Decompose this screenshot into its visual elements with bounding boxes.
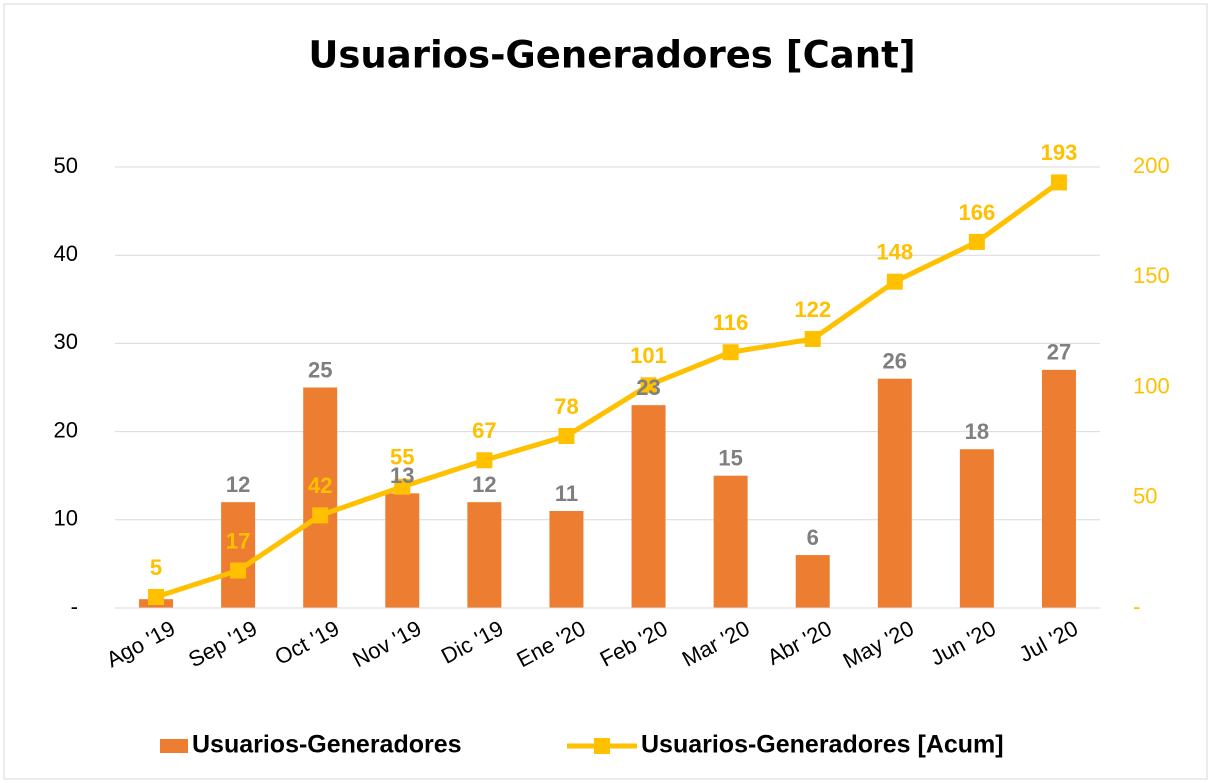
y-tick-label: 20 bbox=[54, 417, 78, 442]
bar-value-label: 26 bbox=[883, 348, 907, 373]
y-tick-label: 10 bbox=[54, 506, 78, 531]
bar bbox=[221, 502, 256, 608]
line-marker bbox=[476, 452, 493, 469]
bar-value-label: 12 bbox=[472, 472, 496, 497]
line-value-label: 67 bbox=[472, 418, 496, 443]
bar-value-label: 23 bbox=[636, 375, 660, 400]
bar bbox=[959, 449, 994, 608]
line-value-label: 122 bbox=[794, 297, 831, 322]
y-tick-label: 50 bbox=[54, 153, 78, 178]
line-value-label: 17 bbox=[226, 528, 250, 553]
line-value-label: 193 bbox=[1041, 140, 1078, 165]
chart-title: Usuarios-Generadores [Cant] bbox=[308, 34, 915, 77]
bar-value-label: 13 bbox=[390, 463, 414, 488]
bar bbox=[467, 502, 502, 608]
legend-label: Usuarios-Generadores [Acum] bbox=[641, 731, 1004, 759]
y2-tick-label: - bbox=[1133, 594, 1140, 619]
y-tick-label: 40 bbox=[54, 241, 78, 266]
line-value-label: 5 bbox=[150, 555, 162, 580]
bar bbox=[795, 555, 830, 608]
y2-tick-label: 150 bbox=[1133, 263, 1170, 288]
line-value-label: 78 bbox=[554, 394, 578, 419]
legend-label: Usuarios-Generadores bbox=[192, 731, 462, 759]
line-marker bbox=[394, 478, 411, 495]
bar bbox=[385, 493, 420, 608]
bar bbox=[303, 387, 338, 608]
line-marker bbox=[230, 562, 247, 579]
line-value-label: 166 bbox=[959, 200, 996, 225]
line-marker bbox=[804, 330, 821, 347]
bar-value-label: 15 bbox=[718, 446, 742, 471]
line-marker bbox=[640, 377, 657, 394]
bar bbox=[877, 378, 912, 608]
line-value-label: 42 bbox=[308, 473, 332, 498]
legend-swatch bbox=[160, 739, 188, 753]
chart-border bbox=[3, 3, 1208, 780]
y2-tick-label: 200 bbox=[1133, 153, 1170, 178]
line-marker bbox=[558, 428, 575, 445]
legend-swatch-marker bbox=[594, 738, 610, 754]
line-marker bbox=[968, 233, 985, 250]
y2-tick-label: 50 bbox=[1133, 484, 1157, 509]
bar-value-label: 25 bbox=[308, 357, 332, 382]
line-marker bbox=[1050, 174, 1067, 191]
line-marker bbox=[886, 273, 903, 290]
y2-tick-label: 100 bbox=[1133, 373, 1170, 398]
bar-value-label: 27 bbox=[1047, 340, 1071, 365]
y-tick-label: - bbox=[71, 594, 78, 619]
bar-value-label: 12 bbox=[226, 472, 250, 497]
line-marker bbox=[148, 588, 165, 605]
line-marker bbox=[722, 344, 739, 361]
bar bbox=[631, 405, 666, 608]
line-value-label: 101 bbox=[630, 343, 667, 368]
bar bbox=[713, 475, 748, 608]
bar-value-label: 18 bbox=[965, 419, 989, 444]
line-value-label: 148 bbox=[876, 239, 913, 264]
line-value-label: 116 bbox=[713, 310, 749, 335]
line-marker bbox=[312, 507, 329, 524]
bar bbox=[549, 510, 584, 608]
y-tick-label: 30 bbox=[54, 329, 78, 354]
bar-value-label: 11 bbox=[555, 481, 578, 506]
line bbox=[155, 180, 1061, 600]
bar bbox=[1041, 369, 1076, 608]
line-value-label: 55 bbox=[390, 445, 414, 470]
bar-value-label: 6 bbox=[807, 525, 819, 550]
